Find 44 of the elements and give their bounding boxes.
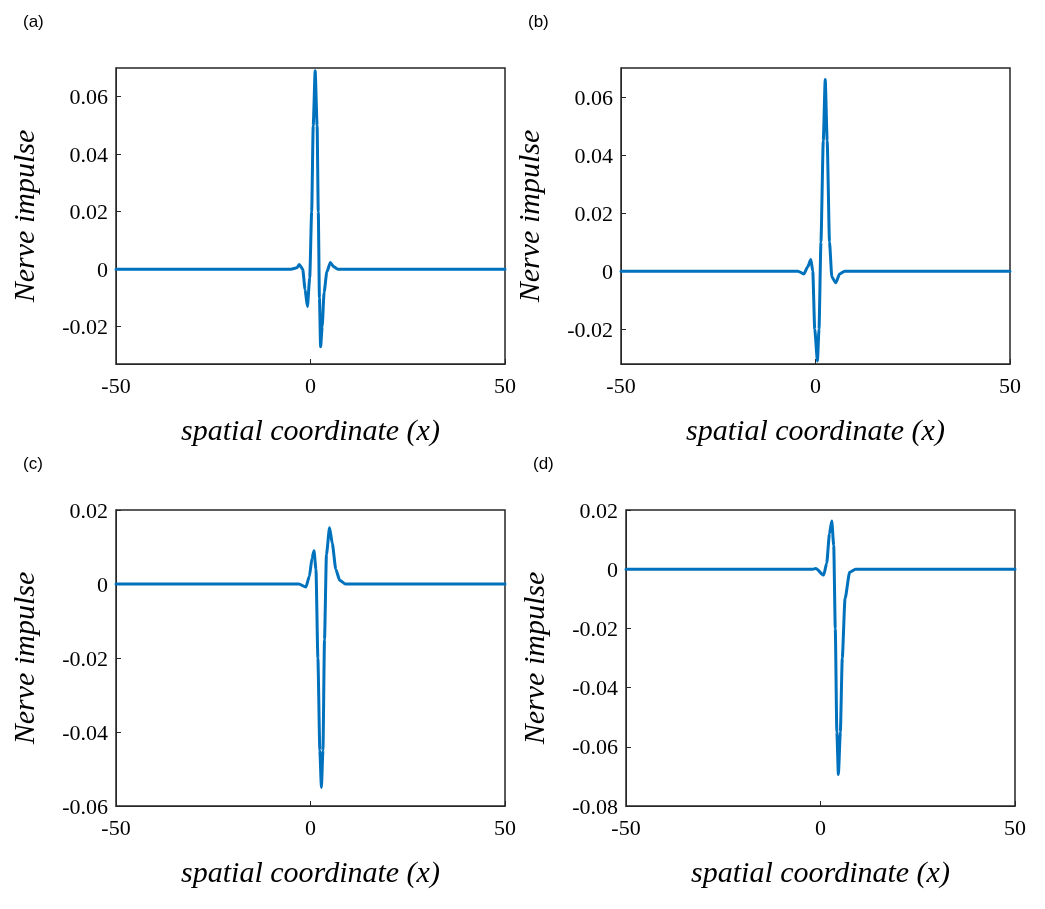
y-axis-title: Nerve impulse — [516, 571, 550, 746]
y-tick-label: -0.06 — [572, 734, 618, 760]
y-axis-title: Nerve impulse — [6, 129, 40, 304]
x-tick-label: 50 — [1004, 814, 1026, 840]
x-axis-title: spatial coordinate (x) — [691, 854, 950, 889]
y-axis-title: Nerve impulse — [511, 129, 545, 304]
x-tick-label: 0 — [305, 814, 316, 840]
chart-title: (b) — [528, 12, 549, 31]
x-tick-label: 50 — [494, 814, 516, 840]
y-tick-label: 0.02 — [69, 497, 108, 523]
x-tick-label: 50 — [999, 372, 1021, 398]
x-tick-label: 50 — [494, 372, 516, 398]
y-tick-label: 0.02 — [69, 199, 108, 225]
chart-title: (d) — [533, 454, 554, 473]
y-tick-label: -0.04 — [572, 675, 618, 701]
y-tick-label: 0.04 — [69, 141, 108, 167]
x-tick-label: 0 — [305, 372, 316, 398]
chart-title: (a) — [23, 12, 44, 31]
y-tick-label: 0 — [97, 571, 108, 597]
x-tick-label: 0 — [810, 372, 821, 398]
y-tick-label: 0 — [97, 256, 108, 282]
y-tick-label: 0.02 — [574, 200, 613, 226]
chart-title: (c) — [23, 454, 43, 473]
y-tick-label: -0.02 — [62, 645, 108, 671]
line-series — [114, 69, 507, 349]
y-tick-label: 0 — [607, 556, 618, 582]
y-tick-label: 0.06 — [69, 84, 108, 110]
x-tick-label: 0 — [815, 814, 826, 840]
y-tick-label: 0.02 — [579, 497, 618, 523]
x-tick-label: -50 — [101, 372, 131, 398]
y-tick-label: -0.02 — [62, 314, 108, 340]
y-tick-label: 0.06 — [574, 84, 613, 110]
line-series — [624, 519, 1017, 777]
y-axis-title: Nerve impulse — [6, 571, 40, 746]
x-tick-label: -50 — [606, 372, 636, 398]
y-tick-label: 0 — [602, 258, 613, 284]
y-tick-label: -0.02 — [572, 615, 618, 641]
line-series — [114, 526, 507, 789]
y-tick-label: 0.04 — [574, 142, 613, 168]
y-tick-label: -0.04 — [62, 719, 108, 745]
x-axis-title: spatial coordinate (x) — [686, 412, 945, 447]
y-tick-label: -0.02 — [567, 316, 613, 342]
x-axis-title: spatial coordinate (x) — [181, 854, 440, 889]
x-axis-title: spatial coordinate (x) — [181, 412, 440, 447]
